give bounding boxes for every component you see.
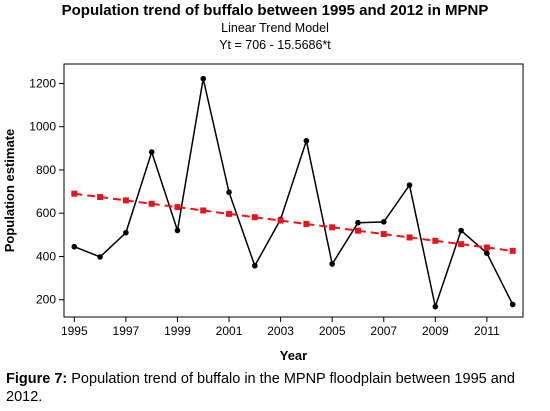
actual-data-point bbox=[355, 219, 361, 226]
fits-data-point bbox=[148, 200, 155, 207]
fits-data-point bbox=[200, 207, 207, 214]
fits-data-point bbox=[329, 224, 336, 231]
fits-data-point bbox=[509, 247, 516, 254]
actual-data-point bbox=[406, 182, 413, 188]
x-tick-label: 2005 bbox=[319, 324, 346, 338]
chart-title: Population trend of buffalo between 1995… bbox=[61, 2, 489, 19]
y-axis-label: Population estimate bbox=[2, 129, 17, 253]
figure-caption: Figure 7: Population trend of buffalo in… bbox=[6, 370, 542, 406]
actual-data-point bbox=[123, 229, 129, 236]
caption-label: Figure 7: bbox=[6, 371, 68, 387]
fits-data-point bbox=[277, 217, 284, 224]
actual-data-point bbox=[380, 219, 387, 225]
plot-frame bbox=[63, 63, 524, 318]
x-tick-label: 2001 bbox=[216, 324, 243, 338]
y-tick-label: 200 bbox=[36, 293, 56, 307]
fits-data-point bbox=[483, 244, 490, 251]
actual-data-point bbox=[509, 301, 516, 308]
actual-data-point bbox=[200, 75, 207, 82]
fits-data-point bbox=[251, 214, 258, 221]
actual-data-point bbox=[174, 227, 181, 234]
y-tick-label: 800 bbox=[36, 163, 56, 177]
actual-data-point bbox=[484, 250, 490, 257]
fits-data-point bbox=[226, 210, 233, 217]
y-tick-label: 1000 bbox=[29, 120, 56, 134]
y-tick-label: 1200 bbox=[29, 76, 56, 90]
chart-subtitle: Linear Trend Model bbox=[221, 21, 329, 35]
fits-data-point bbox=[354, 227, 361, 234]
actual-data-point bbox=[226, 189, 232, 196]
actual-data-point bbox=[71, 243, 78, 250]
caption-text: Population trend of buffalo in the MPNP … bbox=[6, 371, 515, 405]
actual-data-point bbox=[148, 149, 155, 155]
fits-data-point bbox=[122, 197, 129, 204]
fits-data-point bbox=[432, 237, 439, 244]
x-axis-label: Year bbox=[280, 348, 307, 363]
x-tick-label: 1997 bbox=[113, 324, 140, 338]
x-tick-label: 1995 bbox=[61, 324, 88, 338]
x-tick-label: 2011 bbox=[474, 324, 500, 338]
actual-data-point bbox=[97, 254, 103, 260]
actual-data-point bbox=[458, 227, 464, 234]
actual-data-point bbox=[432, 303, 439, 310]
x-tick-label: 2009 bbox=[422, 324, 449, 338]
fits-data-point bbox=[174, 204, 181, 211]
y-tick-label: 600 bbox=[36, 206, 56, 220]
trend-equation: Yt = 706 - 15.5686*t bbox=[219, 38, 331, 52]
fits-data-point bbox=[458, 241, 465, 248]
x-tick-label: 1999 bbox=[164, 324, 191, 338]
fits-data-point bbox=[97, 194, 104, 201]
actual-data-point bbox=[329, 261, 335, 267]
x-tick-label: 2007 bbox=[370, 324, 397, 338]
fits-data-point bbox=[303, 220, 310, 227]
x-tick-label: 2003 bbox=[267, 324, 294, 338]
fits-data-point bbox=[71, 190, 78, 197]
fits-data-point bbox=[380, 231, 387, 238]
actual-data-point bbox=[252, 262, 258, 269]
actual-series-line bbox=[74, 78, 514, 310]
y-tick-label: 400 bbox=[36, 249, 56, 263]
fits-series-line bbox=[74, 192, 513, 252]
actual-data-point bbox=[303, 137, 310, 144]
fits-data-point bbox=[406, 234, 413, 241]
